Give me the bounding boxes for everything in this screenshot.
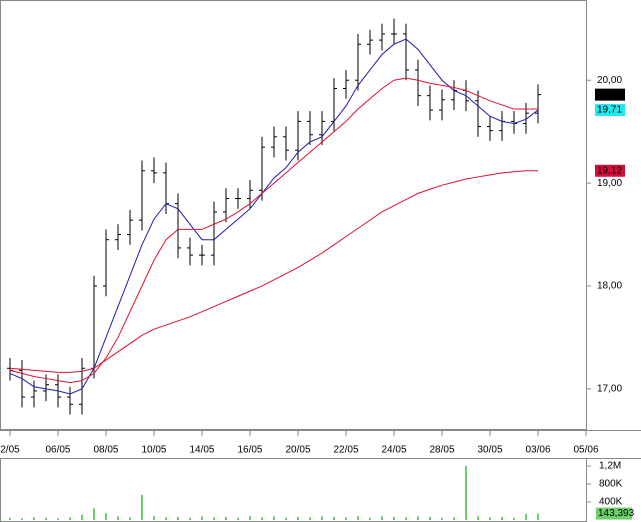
price-label-box xyxy=(595,104,625,117)
volume-bar xyxy=(477,516,480,520)
x-tick-label: 20/05 xyxy=(285,445,310,456)
volume-bar xyxy=(176,516,179,521)
x-tick-label: 30/05 xyxy=(477,445,502,456)
volume-bar xyxy=(345,517,348,521)
volume-bar xyxy=(429,516,432,521)
volume-bar xyxy=(272,516,275,520)
volume-bar xyxy=(104,513,107,520)
volume-bar xyxy=(212,517,215,521)
volume-bar xyxy=(164,517,167,521)
volume-bar xyxy=(405,517,408,521)
moving-average xyxy=(9,77,538,384)
price-label: 19,71 xyxy=(597,105,622,116)
x-tick-label: 06/05 xyxy=(45,445,70,456)
moving-average xyxy=(9,38,539,395)
x-tick-label: 2/05 xyxy=(0,445,20,456)
price-label-box xyxy=(595,88,625,101)
x-tick-label: 28/05 xyxy=(429,445,454,456)
x-tick-label: 16/05 xyxy=(237,445,262,456)
volume-bar xyxy=(513,517,516,520)
volume-bar xyxy=(116,516,119,520)
volume-bar xyxy=(489,517,492,521)
volume-bar xyxy=(224,516,227,521)
y-tick-label: 20,00 xyxy=(597,75,622,86)
volume-bar xyxy=(152,515,155,520)
volume-bar xyxy=(188,517,191,520)
volume-bar xyxy=(393,516,396,521)
x-tick-label: 03/06 xyxy=(525,445,550,456)
volume-bar xyxy=(333,516,336,521)
volume-bar xyxy=(200,516,203,520)
x-tick-label: 08/05 xyxy=(93,445,118,456)
volume-bar xyxy=(369,517,372,520)
volume-bar xyxy=(80,514,83,521)
volume-bar xyxy=(465,466,468,520)
volume-bar xyxy=(20,518,23,520)
volume-bar xyxy=(381,516,384,520)
x-tick-label: 14/05 xyxy=(189,445,214,456)
volume-bar xyxy=(537,513,540,521)
volume-bar xyxy=(453,517,456,521)
moving-average xyxy=(9,170,538,373)
volume-bar xyxy=(32,517,35,521)
volume-label: 143,393 xyxy=(598,508,635,519)
y-tick-label: 800K xyxy=(599,479,623,490)
volume-bar xyxy=(56,518,59,520)
volume-bar xyxy=(44,517,47,520)
volume-bar xyxy=(140,494,143,520)
price-label: 19,12 xyxy=(597,165,622,176)
price-frame xyxy=(0,0,587,430)
x-tick-label: 10/05 xyxy=(141,445,166,456)
x-tick-label: 05/06 xyxy=(573,445,598,456)
y-tick-label: 17,00 xyxy=(597,383,622,394)
y-tick-label: 19,00 xyxy=(597,178,622,189)
volume-bar xyxy=(92,508,95,520)
volume-frame xyxy=(0,458,587,522)
price-label-box xyxy=(595,164,625,177)
volume-bar xyxy=(285,517,287,520)
volume-bar xyxy=(321,516,324,520)
y-tick-label: 18,00 xyxy=(597,281,622,292)
volume-bar xyxy=(260,517,263,521)
volume-bar xyxy=(128,517,131,521)
volume-bar xyxy=(8,517,11,520)
volume-bar xyxy=(248,515,251,520)
volume-bar xyxy=(309,517,312,521)
volume-label-box xyxy=(596,507,632,520)
price-label: 19,86 xyxy=(597,89,622,100)
x-tick-label: 24/05 xyxy=(381,445,406,456)
x-tick-label: 22/05 xyxy=(333,445,358,456)
volume-bar xyxy=(68,517,71,521)
volume-bar xyxy=(236,517,239,520)
volume-bar xyxy=(525,513,528,520)
volume-bar xyxy=(501,516,504,521)
y-tick-label: 1,2M xyxy=(599,461,621,472)
volume-bar xyxy=(357,515,360,520)
volume-bar xyxy=(417,516,420,520)
y-tick-label: 400K xyxy=(599,497,623,508)
volume-bar xyxy=(297,516,299,521)
volume-bar xyxy=(441,517,444,520)
